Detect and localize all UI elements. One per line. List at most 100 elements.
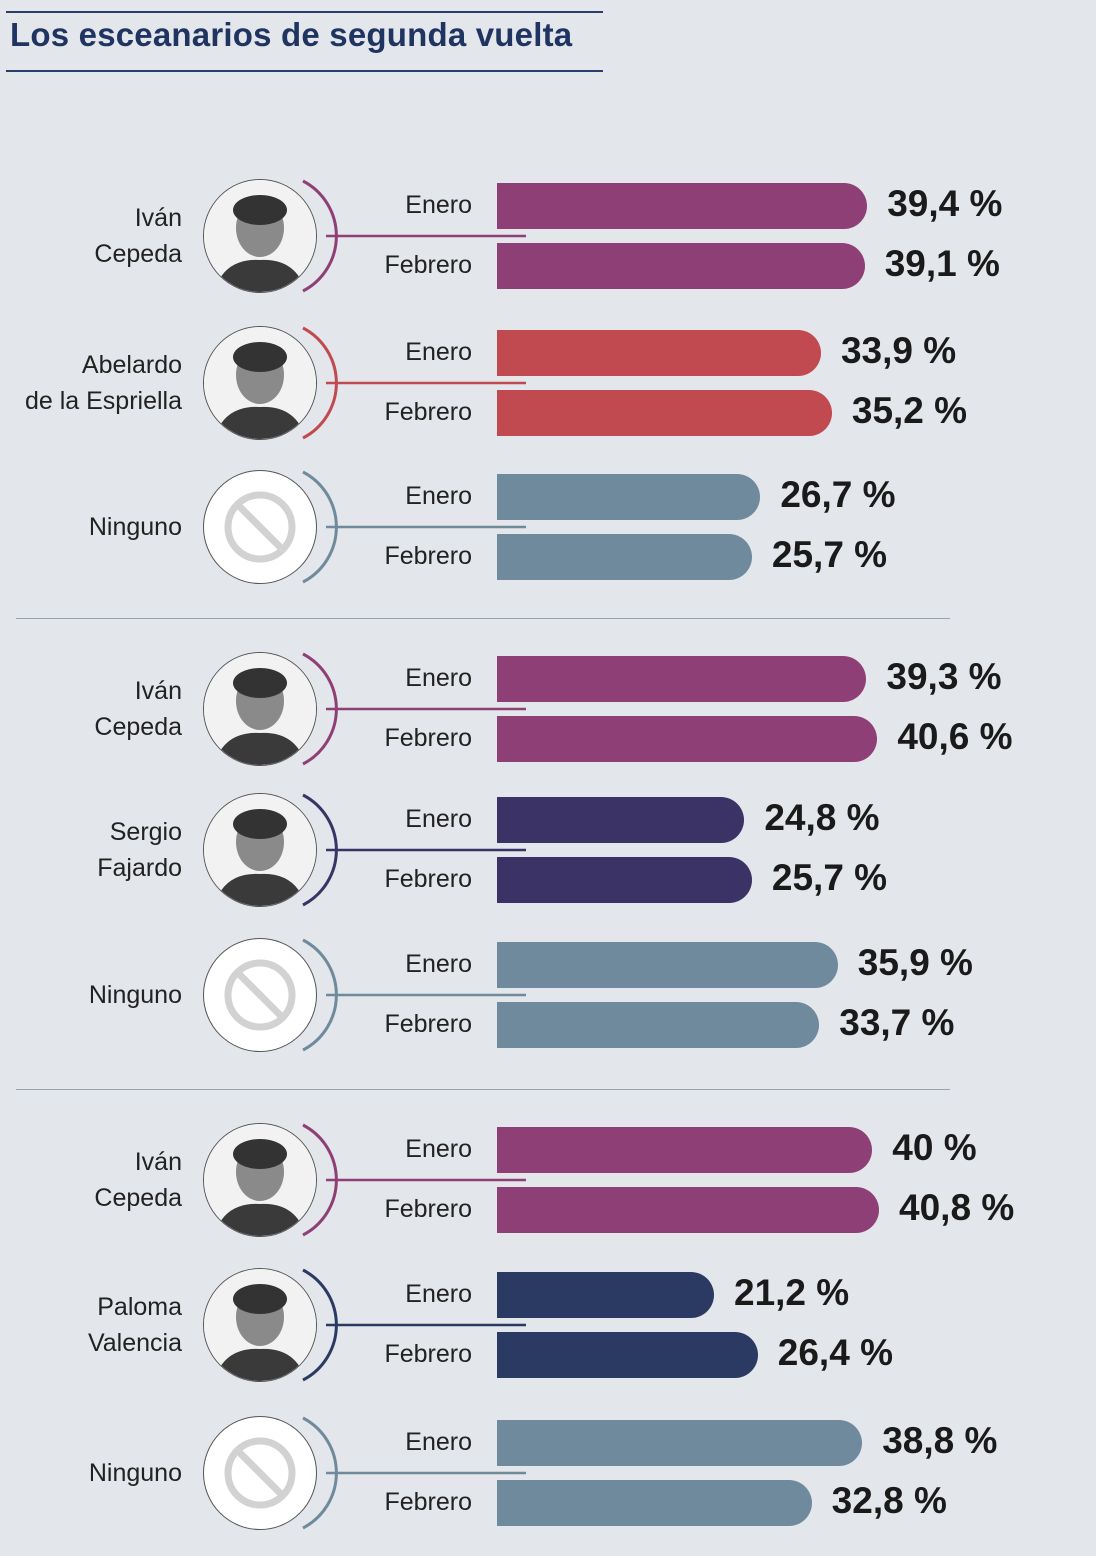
bar-delaespriella-febrero bbox=[497, 390, 832, 436]
value-label: 25,7 % bbox=[771, 534, 888, 575]
candidate-name: Ninguno bbox=[89, 1455, 182, 1491]
month-label: Febrero bbox=[384, 1340, 472, 1368]
candidate-name-line: Abelardo bbox=[81, 351, 182, 379]
bar-valencia-febrero bbox=[497, 1332, 758, 1378]
connector-arc-line bbox=[302, 1123, 526, 1237]
bar-cepeda-enero bbox=[497, 183, 868, 229]
month-label: Enero bbox=[405, 805, 472, 833]
value-label: 40,6 % bbox=[897, 716, 1013, 757]
connector-arc-line bbox=[302, 179, 526, 293]
candidate-name-line: de la Espriella bbox=[24, 387, 182, 415]
connector-arc-line bbox=[302, 1416, 526, 1530]
candidate-photo bbox=[203, 326, 317, 440]
prohibited-icon bbox=[203, 1416, 317, 1530]
candidate-name: Iván Cepeda bbox=[94, 1144, 182, 1216]
month-label: Febrero bbox=[384, 1195, 472, 1223]
bar-cepeda-febrero bbox=[497, 1187, 880, 1233]
value-label: 21,2 % bbox=[734, 1272, 850, 1313]
value-label: 40 % bbox=[892, 1127, 977, 1168]
scenario-separator bbox=[16, 1089, 950, 1090]
candidate-name: Iván Cepeda bbox=[94, 200, 182, 272]
candidate-photo bbox=[203, 179, 317, 293]
candidate-photo bbox=[203, 652, 317, 766]
candidate-name-line: Valencia bbox=[87, 1329, 182, 1357]
value-label: 39,1 % bbox=[884, 243, 1000, 284]
candidate-name: Abelardo de la Espriella bbox=[25, 347, 182, 419]
title-bottom-rule bbox=[6, 70, 603, 72]
value-label: 39,4 % bbox=[887, 183, 1003, 224]
title-top-rule bbox=[6, 11, 603, 13]
connector-arc-line bbox=[302, 652, 526, 766]
value-label: 24,8 % bbox=[764, 797, 880, 838]
candidate-name: Ninguno bbox=[89, 509, 182, 545]
candidate-name-line: Ninguno bbox=[88, 1459, 182, 1487]
candidate-name: Ninguno bbox=[89, 977, 182, 1013]
candidate-name: Sergio Fajardo bbox=[97, 814, 182, 886]
candidate-name-line: Sergio bbox=[109, 818, 182, 846]
bar-cepeda-febrero bbox=[497, 716, 878, 762]
value-label: 26,7 % bbox=[780, 474, 896, 515]
candidate-name-line: Cepeda bbox=[94, 713, 182, 741]
bar-cepeda-enero bbox=[497, 1127, 873, 1173]
month-label: Febrero bbox=[384, 398, 472, 426]
candidate-name: Paloma Valencia bbox=[88, 1289, 182, 1361]
candidate-name-line: Cepeda bbox=[94, 1184, 182, 1212]
bar-fajardo-febrero bbox=[497, 857, 752, 903]
candidate-name: Iván Cepeda bbox=[94, 673, 182, 745]
candidate-name-line: Ninguno bbox=[88, 981, 182, 1009]
candidate-name-line: Ninguno bbox=[88, 513, 182, 541]
candidate-name-line: Iván bbox=[134, 1148, 182, 1176]
connector-arc-line bbox=[302, 1268, 526, 1382]
bar-delaespriella-enero bbox=[497, 330, 821, 376]
connector-arc-line bbox=[302, 326, 526, 440]
bar-ninguno-enero bbox=[497, 1420, 863, 1466]
prohibited-icon bbox=[203, 470, 317, 584]
scenario-separator bbox=[16, 618, 950, 619]
bar-ninguno-febrero bbox=[497, 1480, 812, 1526]
chart-title: Los esceanarios de segunda vuelta bbox=[10, 16, 573, 53]
bar-valencia-enero bbox=[497, 1272, 714, 1318]
bar-cepeda-febrero bbox=[497, 243, 865, 289]
month-label: Febrero bbox=[384, 542, 472, 570]
value-label: 35,9 % bbox=[857, 942, 973, 983]
value-label: 39,3 % bbox=[886, 656, 1002, 697]
month-label: Enero bbox=[405, 950, 472, 978]
bar-cepeda-enero bbox=[497, 656, 867, 702]
value-label: 33,9 % bbox=[840, 330, 957, 371]
value-label: 25,7 % bbox=[771, 857, 888, 898]
bar-ninguno-enero bbox=[497, 942, 838, 988]
value-label: 35,2 % bbox=[851, 390, 968, 431]
connector-arc-line bbox=[302, 938, 526, 1052]
candidate-photo bbox=[203, 793, 317, 907]
bar-ninguno-febrero bbox=[497, 534, 752, 580]
month-label: Febrero bbox=[384, 865, 472, 893]
candidate-name-line: Cepeda bbox=[94, 240, 182, 268]
prohibited-icon bbox=[203, 938, 317, 1052]
month-label: Febrero bbox=[384, 1010, 472, 1038]
month-label: Enero bbox=[405, 191, 472, 219]
bar-ninguno-febrero bbox=[497, 1002, 820, 1048]
month-label: Enero bbox=[405, 664, 472, 692]
bar-fajardo-enero bbox=[497, 797, 745, 843]
month-label: Febrero bbox=[384, 251, 472, 279]
value-label: 40,8 % bbox=[899, 1187, 1015, 1228]
month-label: Febrero bbox=[384, 724, 472, 752]
candidate-name-line: Fajardo bbox=[97, 854, 182, 882]
candidate-name-line: Iván bbox=[134, 204, 182, 232]
candidate-photo bbox=[203, 1123, 317, 1237]
month-label: Enero bbox=[405, 1428, 472, 1456]
candidate-name-line: Paloma bbox=[97, 1293, 182, 1321]
month-label: Enero bbox=[405, 1135, 472, 1163]
candidate-photo bbox=[203, 1268, 317, 1382]
month-label: Enero bbox=[405, 338, 472, 366]
month-label: Enero bbox=[405, 482, 472, 510]
value-label: 26,4 % bbox=[777, 1332, 893, 1373]
value-label: 33,7 % bbox=[839, 1002, 955, 1043]
value-label: 32,8 % bbox=[831, 1480, 947, 1521]
candidate-name-line: Iván bbox=[134, 677, 182, 705]
month-label: Febrero bbox=[384, 1488, 472, 1516]
bar-ninguno-enero bbox=[497, 474, 761, 520]
value-label: 38,8 % bbox=[882, 1420, 998, 1461]
connector-arc-line bbox=[302, 793, 526, 907]
